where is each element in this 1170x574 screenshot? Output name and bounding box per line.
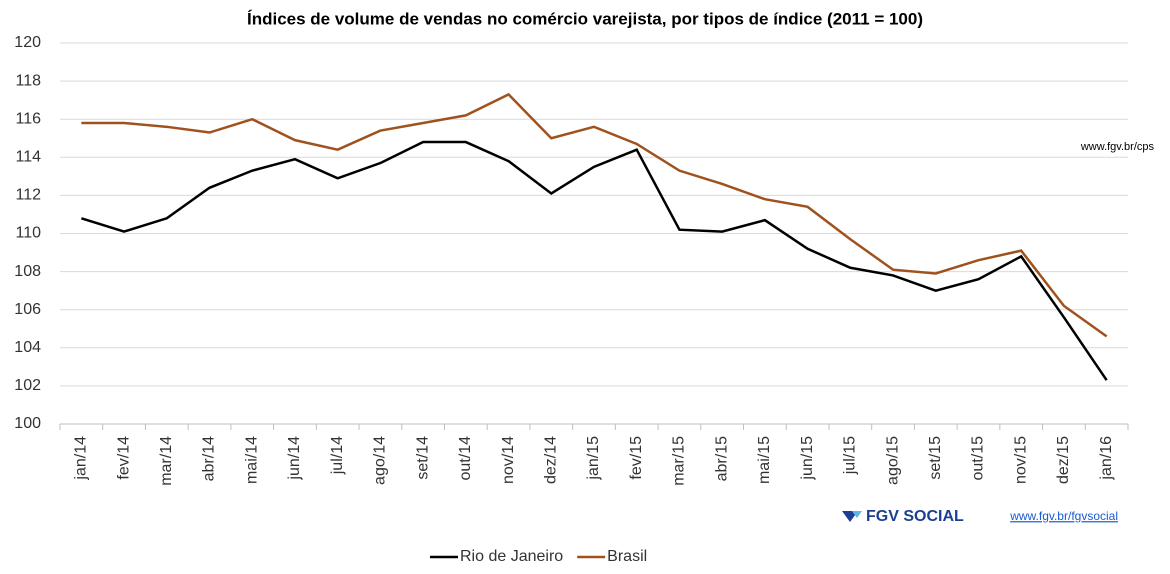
y-tick-label: 100 [14, 415, 41, 432]
x-tick-label: jun/14 [286, 436, 303, 481]
logo-mark [852, 511, 862, 518]
x-tick-label: nov/14 [500, 436, 517, 484]
x-tick-label: set/14 [414, 436, 431, 480]
legend-label: Brasil [607, 548, 647, 565]
chart-title: Índices de volume de vendas no comércio … [247, 9, 923, 28]
x-tick-label: jan/14 [73, 436, 90, 481]
x-tick-label: out/14 [457, 436, 474, 481]
x-tick-label: ago/14 [372, 436, 389, 485]
y-tick-label: 106 [14, 301, 41, 318]
legend-label: Rio de Janeiro [460, 548, 563, 565]
x-tick-label: jan/15 [585, 436, 602, 481]
y-tick-label: 116 [15, 110, 41, 127]
y-tick-label: 104 [14, 339, 41, 356]
source-url: www.fgv.br/cps [1080, 141, 1155, 153]
y-tick-label: 112 [15, 187, 41, 204]
x-tick-label: out/15 [970, 436, 987, 481]
x-tick-label: mar/15 [671, 436, 688, 486]
x-tick-label: dez/15 [1055, 436, 1072, 484]
x-tick-label: set/15 [927, 436, 944, 480]
x-tick-label: jan/16 [1098, 436, 1115, 481]
y-tick-label: 114 [15, 149, 41, 166]
logo-link[interactable]: www.fgv.br/fgvsocial [1009, 509, 1118, 523]
series-line [81, 92, 1108, 338]
x-tick-label: dez/14 [542, 436, 559, 484]
x-tick-label: fev/14 [115, 436, 132, 480]
x-tick-label: jul/14 [329, 436, 346, 475]
x-tick-label: mar/14 [158, 436, 175, 486]
x-tick-label: abr/14 [201, 436, 218, 481]
y-tick-label: 120 [14, 34, 41, 51]
x-tick-label: abr/15 [713, 436, 730, 481]
series-line [80, 140, 1108, 381]
x-tick-label: ago/15 [884, 436, 901, 485]
y-tick-label: 102 [14, 377, 41, 394]
logo-text: FGV SOCIAL [866, 508, 964, 525]
x-tick-label: jun/15 [799, 436, 816, 481]
y-tick-label: 110 [15, 225, 41, 242]
y-tick-label: 118 [15, 72, 41, 89]
x-tick-label: nov/15 [1012, 436, 1029, 484]
x-tick-label: mai/15 [756, 436, 773, 484]
x-tick-label: mai/14 [243, 436, 260, 484]
x-tick-label: jul/15 [842, 436, 859, 475]
x-tick-label: fev/15 [628, 436, 645, 480]
y-tick-label: 108 [14, 263, 41, 280]
